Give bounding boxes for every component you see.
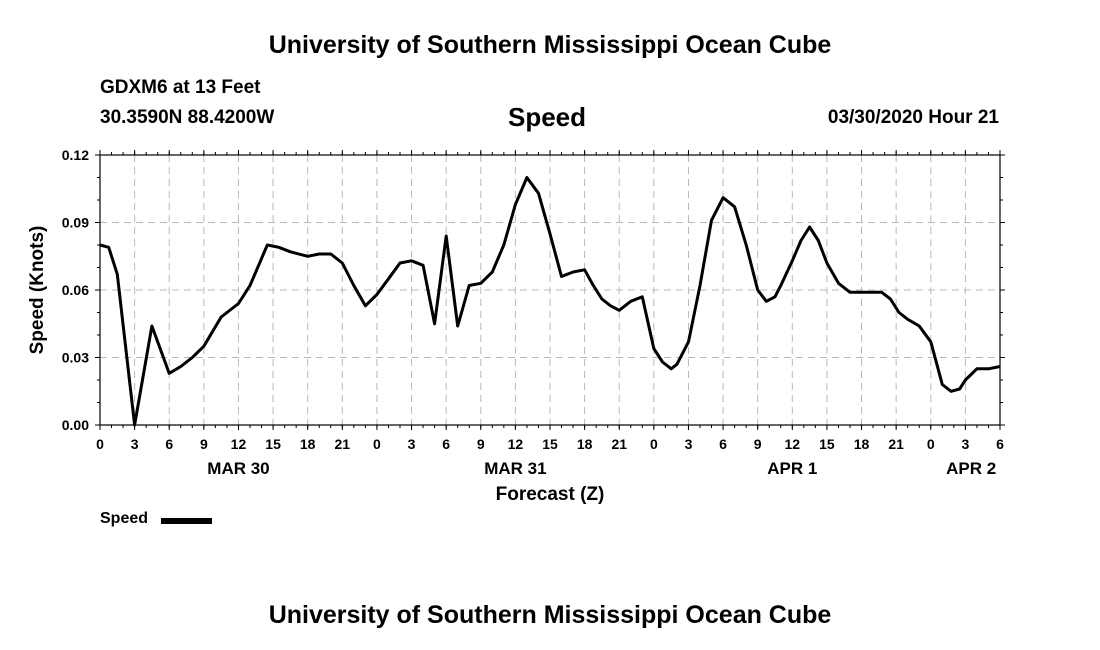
x-tick-label: 0 [96,436,104,452]
x-day-label: MAR 31 [484,459,546,478]
x-tick-label: 12 [508,436,524,452]
x-tick-label: 18 [300,436,316,452]
speed-series-line [99,176,1001,427]
y-tick-label: 0.06 [62,282,89,298]
x-tick-label: 21 [335,436,351,452]
station-label: GDXM6 at 13 Feet [100,77,261,98]
x-tick-label: 3 [408,436,416,452]
x-tick-label: 6 [442,436,450,452]
x-tick-label: 9 [200,436,208,452]
y-tick-label: 0.00 [62,417,89,433]
x-tick-label: 21 [888,436,904,452]
x-day-label: APR 1 [767,459,817,478]
x-tick-label: 15 [265,436,281,452]
x-tick-label: 18 [577,436,593,452]
x-tick-label: 3 [961,436,969,452]
x-tick-label: 3 [131,436,139,452]
y-axis-title: Speed (Knots) [27,226,48,355]
y-tick-label: 0.09 [62,215,89,231]
x-tick-label: 12 [231,436,247,452]
x-tick-label: 15 [542,436,558,452]
grid-lines [100,155,1000,425]
coordinates-label: 30.3590N 88.4200W [100,107,275,128]
x-tick-label: 6 [996,436,1004,452]
x-tick-label: 9 [477,436,485,452]
y-tick-label: 0.03 [62,350,89,366]
x-axis-title: Forecast (Z) [496,484,605,505]
x-tick-label: 3 [685,436,693,452]
legend-label: Speed [100,510,149,527]
x-tick-label: 6 [719,436,727,452]
x-tick-label: 15 [819,436,835,452]
top-title: University of Southern Mississippi Ocean… [268,31,832,59]
x-tick-label: 9 [754,436,762,452]
x-tick-label: 6 [165,436,173,452]
x-tick-label: 21 [611,436,627,452]
y-tick-label: 0.12 [62,147,89,163]
x-tick-label: 0 [927,436,935,452]
x-tick-label: 0 [373,436,381,452]
chart-title: Speed [508,102,587,132]
x-tick-label: 12 [785,436,801,452]
datetime-label: 03/30/2020 Hour 21 [827,107,999,128]
x-tick-label: 18 [854,436,870,452]
x-day-label: APR 2 [946,459,996,478]
bottom-title: University of Southern Mississippi Ocean… [268,601,832,629]
x-tick-label: 0 [650,436,658,452]
x-day-label: MAR 30 [207,459,269,478]
axis-ticks [95,150,1005,430]
